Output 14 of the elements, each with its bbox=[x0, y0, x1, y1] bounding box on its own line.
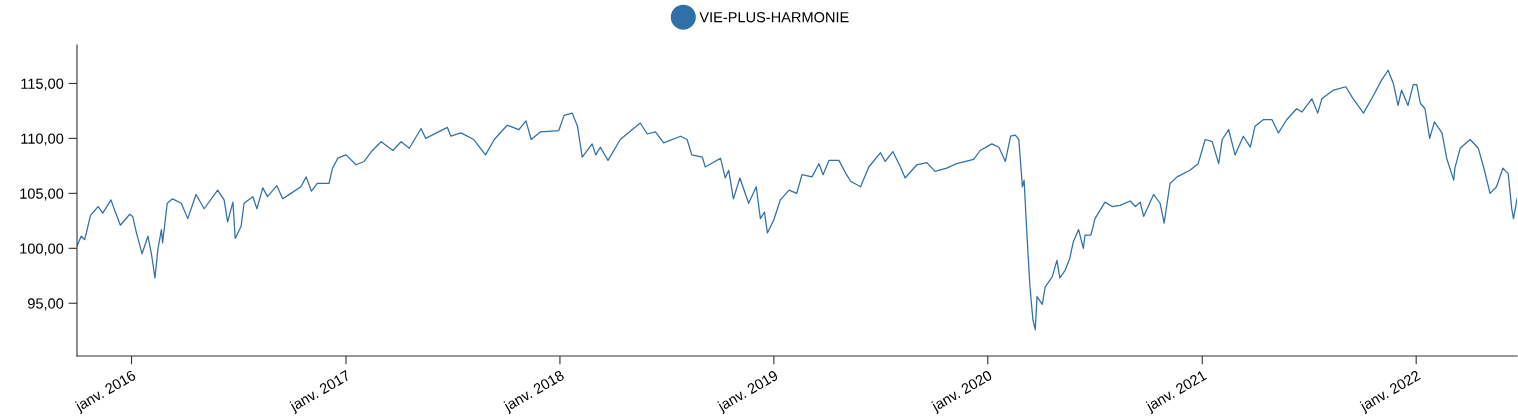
y-tick-label: 95,00 bbox=[28, 298, 64, 311]
y-tick-label: 100,00 bbox=[20, 243, 64, 256]
x-tick-label: janv. 2016 bbox=[73, 369, 138, 415]
y-tick-label: 115,00 bbox=[21, 78, 64, 91]
x-tick-label: janv. 2017 bbox=[288, 369, 353, 415]
x-tick-label: janv. 2020 bbox=[930, 369, 995, 415]
y-tick-label: 105,00 bbox=[20, 188, 64, 201]
legend-label: VIE-PLUS-HARMONIE bbox=[699, 12, 849, 23]
x-tick-label: janv. 2019 bbox=[716, 369, 781, 415]
x-tick-label: janv. 2022 bbox=[1358, 369, 1423, 415]
y-tick-label: 110,00 bbox=[21, 133, 64, 146]
x-tick-label: janv. 2021 bbox=[1144, 369, 1209, 415]
line-series bbox=[77, 69, 1517, 331]
x-tick-label: janv. 2018 bbox=[502, 369, 567, 415]
